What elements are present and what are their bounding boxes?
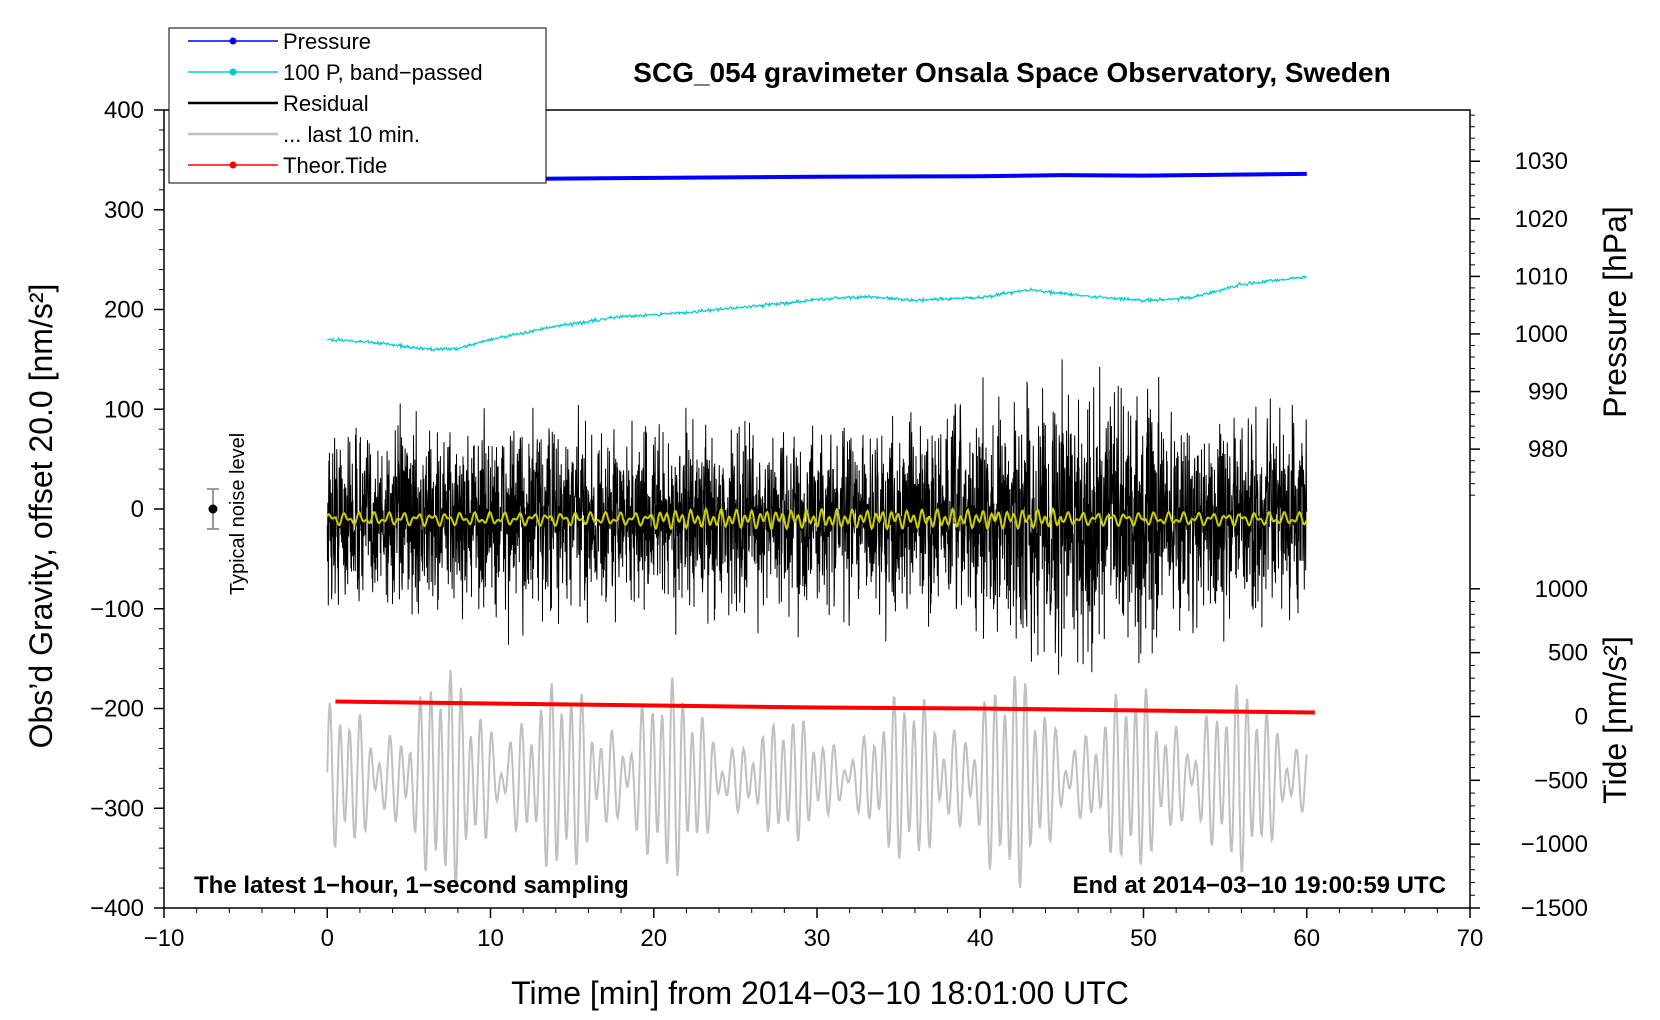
legend-label: Theor.Tide: [283, 153, 387, 178]
legend: Pressure 100 P, band−passed Residual ... la…: [168, 27, 547, 184]
pressure-tick-label: 1000: [1515, 321, 1568, 348]
pressure-tick-label: 1030: [1515, 148, 1568, 175]
legend-marker: [229, 161, 237, 169]
y-tick-label: 200: [104, 297, 144, 324]
pressure-tick-label: 980: [1528, 436, 1568, 463]
tide-axis-label: Tide [nm/s²]: [1597, 636, 1633, 804]
y-tick-label: 300: [104, 197, 144, 224]
pressure-tick-label: 1010: [1515, 263, 1568, 290]
chart-title: SCG_054 gravimeter Onsala Space Observat…: [633, 57, 1390, 88]
tide-tick-label: −1500: [1521, 895, 1588, 922]
x-tick-label: 60: [1293, 925, 1320, 952]
theor-tide-line: [335, 699, 1315, 715]
end-time-note: End at 2014−03−10 19:00:59 UTC: [1072, 872, 1446, 899]
sampling-note: The latest 1−hour, 1−second sampling: [194, 872, 629, 899]
pressure-axis-label: Pressure [hPa]: [1597, 206, 1633, 418]
y-axis-label: Obs’d Gravity, offset 20.0 [nm/s²]: [23, 284, 59, 749]
y-tick-label: −400: [90, 895, 144, 922]
noise-bar-dot: [208, 504, 218, 514]
y-tick-label: −200: [90, 696, 144, 723]
x-tick-label: 20: [640, 925, 667, 952]
legend-label: Pressure: [283, 29, 371, 54]
tide-tick-label: 1000: [1535, 576, 1588, 603]
x-tick-label: 0: [321, 925, 334, 952]
y-tick-label: 400: [104, 97, 144, 124]
tide-tick-label: −500: [1534, 767, 1588, 794]
legend-marker: [229, 37, 237, 45]
tide-tick-label: 500: [1548, 640, 1588, 667]
x-tick-label: −10: [144, 925, 185, 952]
band-passed-pressure-line: [326, 275, 1307, 352]
x-tick-label: 50: [1130, 925, 1157, 952]
tide-tick-label: −1000: [1521, 831, 1588, 858]
y-tick-label: 0: [131, 496, 144, 523]
y-tick-label: −100: [90, 596, 144, 623]
x-tick-label: 30: [804, 925, 831, 952]
pressure-tick-label: 990: [1528, 379, 1568, 406]
y-tick-label: −300: [90, 795, 144, 822]
legend-label: Residual: [283, 91, 369, 116]
legend-box: [168, 27, 547, 184]
tide-tick-label: 0: [1575, 703, 1588, 730]
noise-level-label: Typical noise level: [227, 433, 249, 595]
x-axis-label: Time [min] from 2014−03−10 18:01:00 UTC: [511, 975, 1129, 1011]
x-tick-label: 10: [477, 925, 504, 952]
pressure-tick-label: 1020: [1515, 206, 1568, 233]
legend-label: ... last 10 min.: [283, 122, 420, 147]
legend-marker: [229, 68, 237, 76]
y-tick-label: 100: [104, 396, 144, 423]
axes: −10 0 10 20 30 40 50 60 70−400−300−200−100010020…: [90, 97, 1588, 952]
x-tick-label: 40: [967, 925, 994, 952]
last-10-min-line: [326, 670, 1308, 888]
legend-label: 100 P, band−passed: [283, 60, 483, 85]
residual-line: [326, 359, 1308, 675]
x-tick-label: 70: [1457, 925, 1484, 952]
filtered-line: [326, 506, 1308, 531]
plot-area: [206, 171, 1315, 888]
